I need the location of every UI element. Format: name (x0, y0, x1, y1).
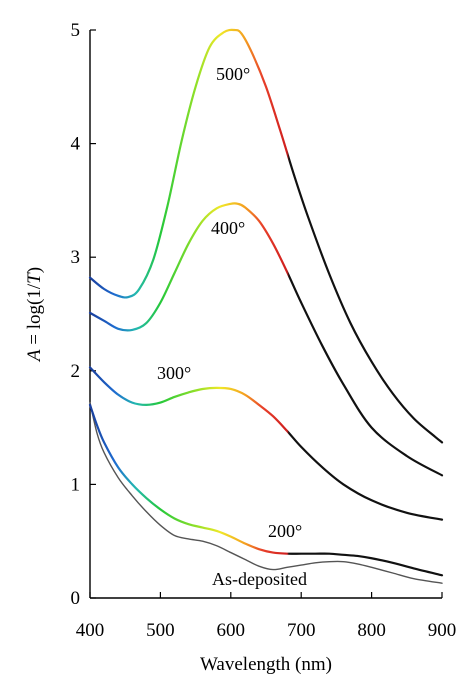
y-tick-label: 3 (71, 247, 81, 268)
x-tick-label: 900 (428, 620, 457, 641)
y-tick-label: 4 (71, 134, 81, 155)
x-ticks: 400 500 600 700 800 900 (76, 592, 457, 641)
series-lines (88, 28, 444, 584)
x-tick-label: 800 (357, 620, 386, 641)
series-label-200: 200° (268, 521, 302, 541)
x-tick-label: 700 (287, 620, 316, 641)
y-axis-title: A = log(1/T) (24, 267, 45, 363)
series-line-200 (88, 403, 444, 577)
series-line-500 (88, 28, 444, 444)
series-label-300: 300° (157, 363, 191, 383)
series-label-500: 500° (216, 64, 250, 84)
x-tick-label: 500 (146, 620, 175, 641)
y-tick-label: 1 (71, 474, 81, 495)
y-tick-label: 2 (71, 361, 81, 382)
series-label-400: 400° (211, 218, 245, 238)
y-tick-label: 5 (71, 20, 81, 41)
series-line-400 (88, 202, 444, 477)
axes (89, 30, 442, 599)
y-tick-label: 0 (71, 588, 81, 609)
series-line-300 (88, 366, 444, 521)
x-axis-title: Wavelength (nm) (200, 654, 332, 675)
series-line-as-deposited (89, 401, 443, 584)
series-label-as-deposited: As-deposited (212, 569, 307, 589)
x-tick-label: 600 (217, 620, 246, 641)
x-tick-label: 400 (76, 620, 105, 641)
